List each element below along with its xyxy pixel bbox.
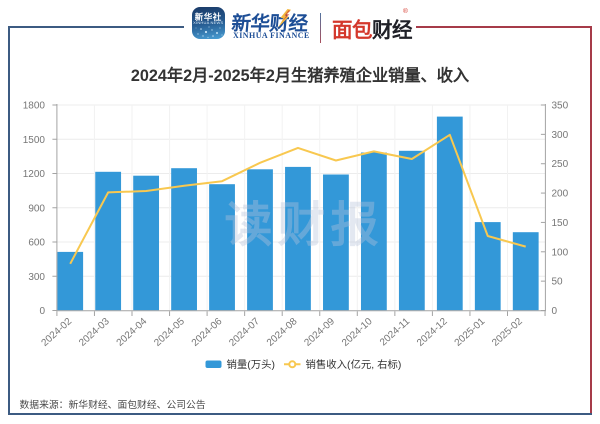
svg-text:100: 100 (552, 247, 569, 258)
svg-text:2025-01: 2025-01 (453, 316, 488, 349)
svg-text:2024-03: 2024-03 (77, 316, 112, 349)
svg-text:2024-05: 2024-05 (152, 316, 187, 349)
svg-text:2024-12: 2024-12 (415, 316, 450, 349)
svg-text:0: 0 (39, 306, 45, 317)
svg-text:2024-11: 2024-11 (378, 316, 412, 349)
svg-text:350: 350 (552, 101, 569, 112)
svg-text:1800: 1800 (23, 101, 46, 112)
svg-text:读财报: 读财报 (225, 199, 384, 252)
svg-text:250: 250 (552, 159, 569, 170)
svg-text:2024-06: 2024-06 (190, 316, 225, 349)
svg-text:50: 50 (552, 277, 564, 288)
svg-text:2024-10: 2024-10 (340, 316, 375, 349)
svg-text:1500: 1500 (23, 135, 46, 146)
svg-text:2024-04: 2024-04 (115, 316, 150, 349)
svg-text:150: 150 (552, 218, 569, 229)
svg-text:0: 0 (552, 306, 558, 317)
svg-text:2025-02: 2025-02 (490, 316, 525, 349)
svg-text:600: 600 (28, 238, 45, 249)
svg-text:300: 300 (552, 130, 569, 141)
svg-text:销量(万头): 销量(万头) (227, 358, 275, 371)
svg-text:300: 300 (28, 272, 45, 283)
svg-text:销售收入(亿元, 右标): 销售收入(亿元, 右标) (306, 358, 402, 371)
svg-text:2024-09: 2024-09 (302, 316, 337, 349)
svg-text:2024-02: 2024-02 (40, 316, 75, 349)
svg-text:1200: 1200 (23, 169, 46, 180)
svg-text:200: 200 (552, 189, 569, 200)
svg-text:2024-08: 2024-08 (265, 316, 300, 349)
svg-text:2024-07: 2024-07 (227, 316, 262, 349)
svg-text:900: 900 (28, 203, 45, 214)
